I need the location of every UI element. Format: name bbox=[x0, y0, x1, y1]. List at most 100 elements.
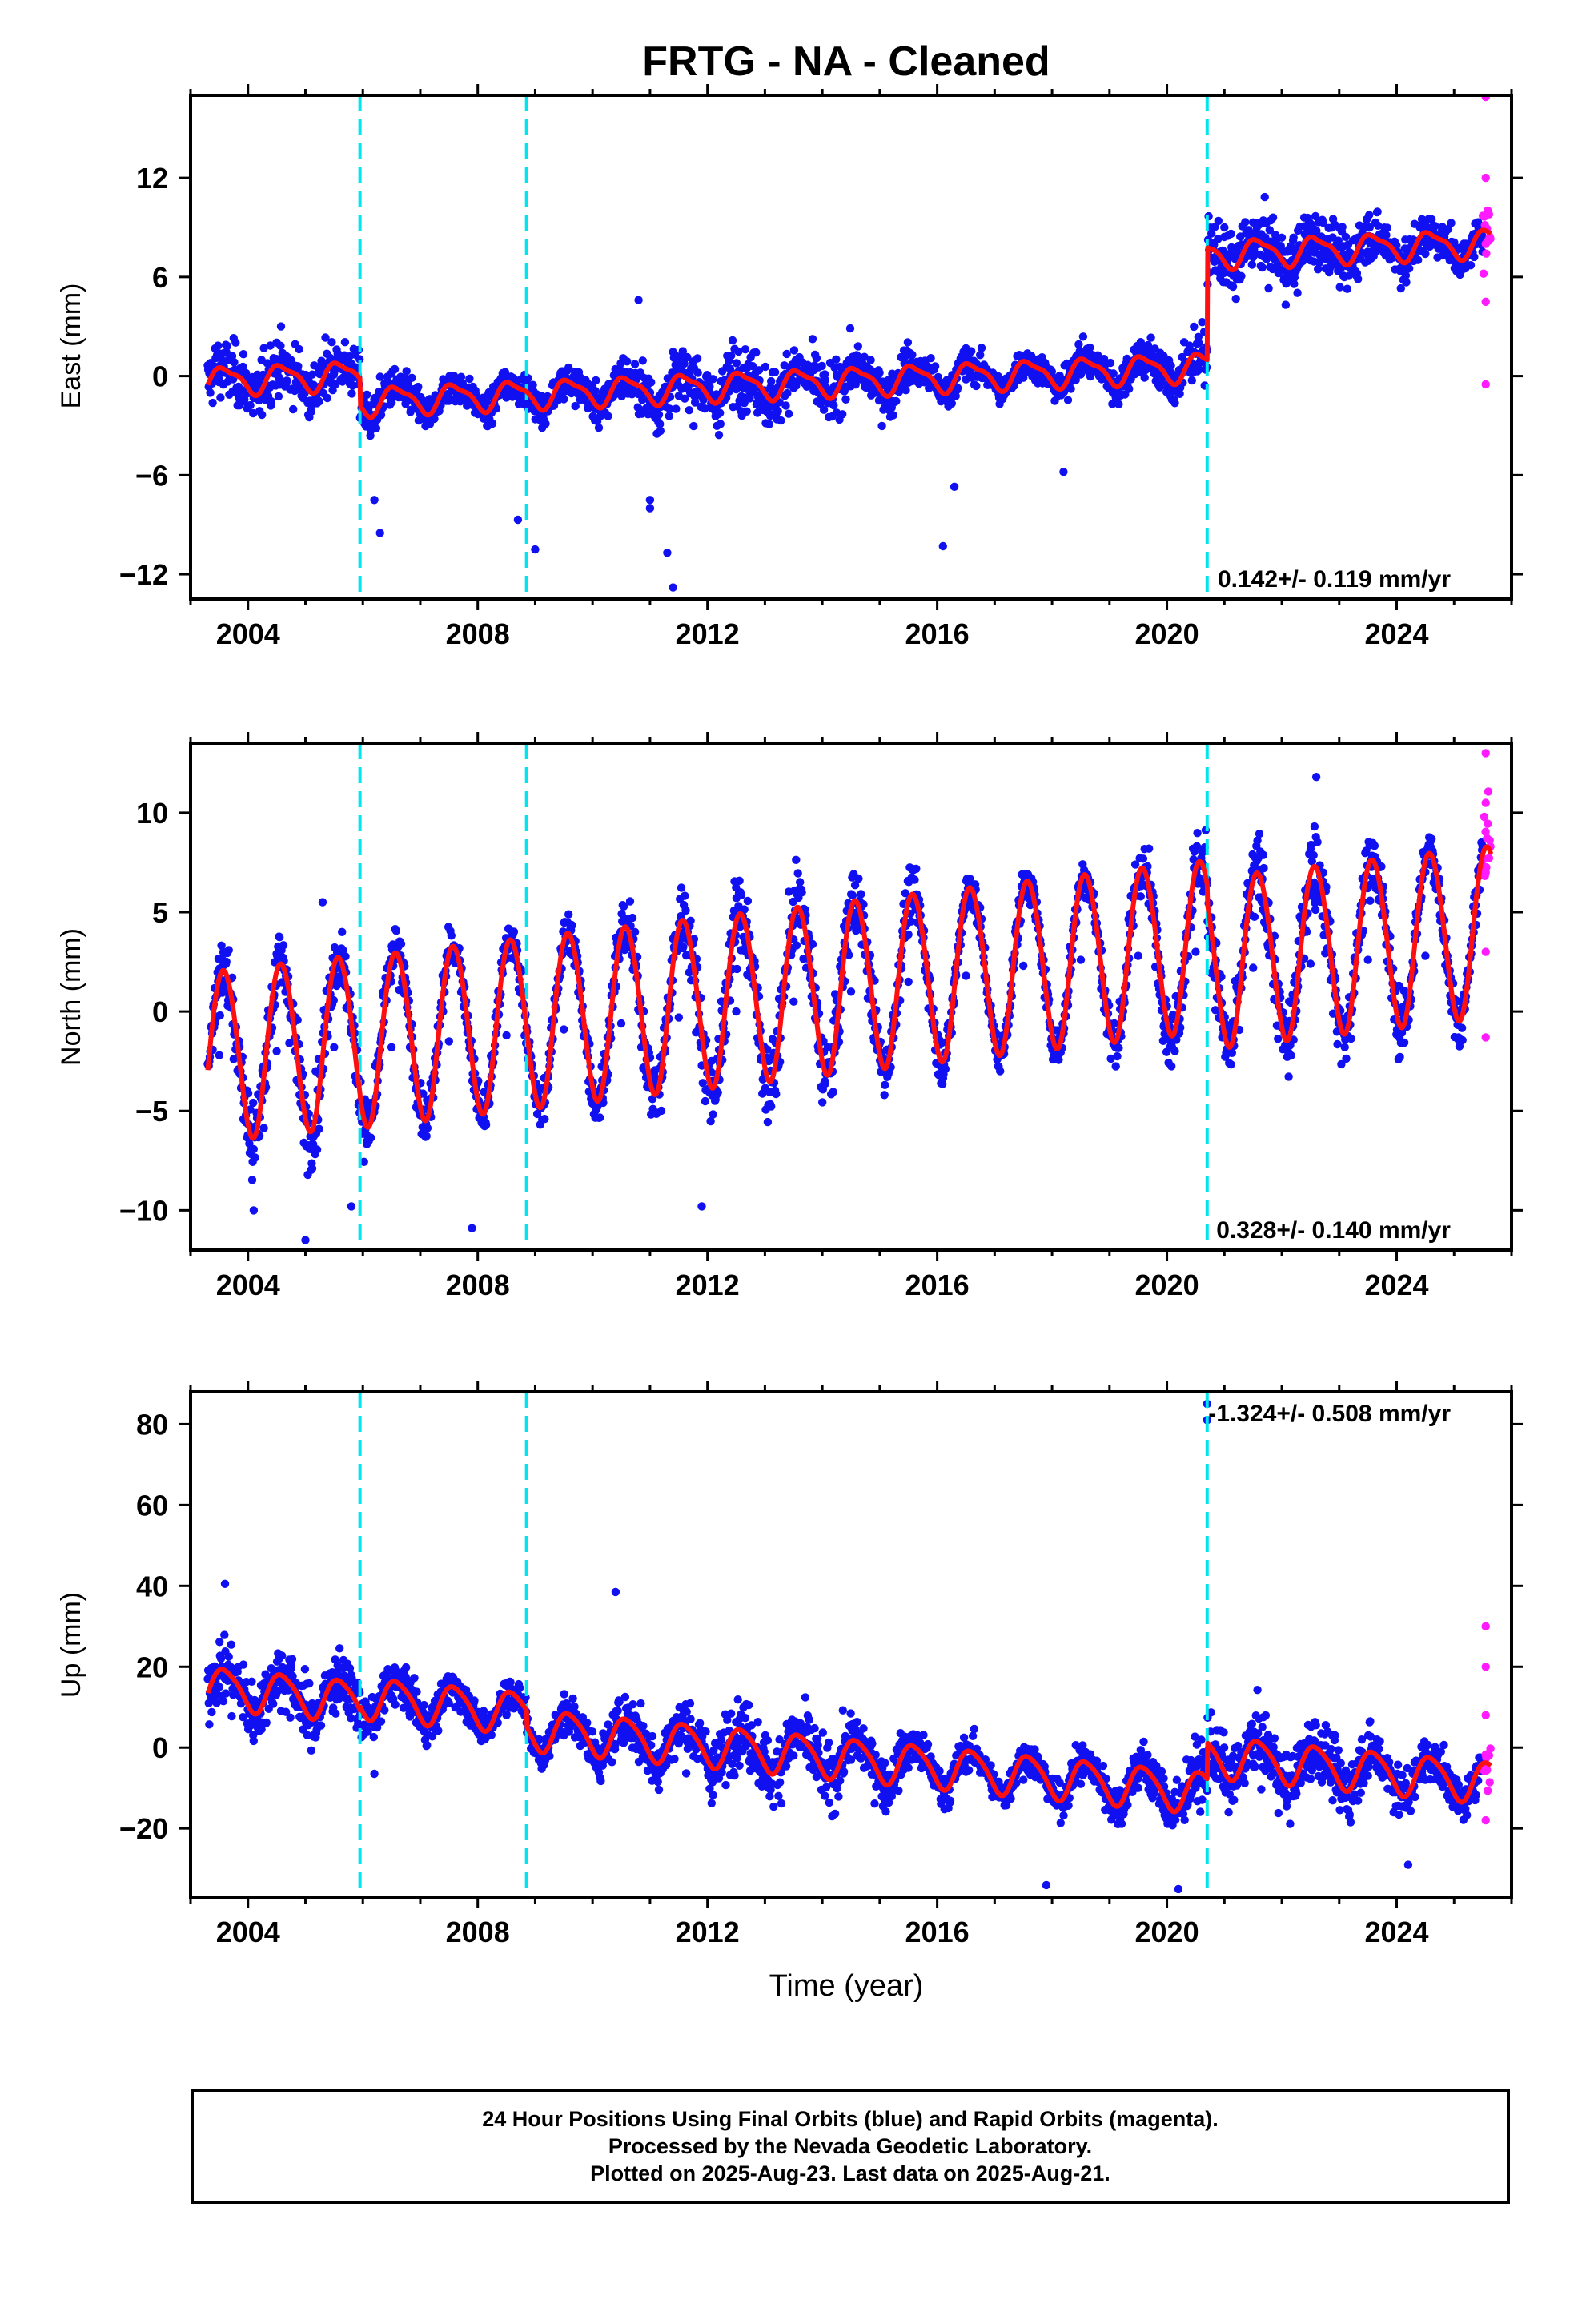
north-final-orbit-point bbox=[275, 933, 284, 942]
east-final-orbit-point bbox=[693, 354, 702, 363]
east-final-orbit-point bbox=[1178, 352, 1186, 362]
east-final-orbit-point bbox=[1241, 218, 1250, 227]
east-final-orbit-point bbox=[1227, 229, 1235, 239]
east-final-orbit-point bbox=[1237, 271, 1246, 280]
east-final-orbit-point bbox=[967, 347, 976, 356]
east-x-tick-label: 2020 bbox=[1135, 617, 1199, 650]
east-final-orbit-point bbox=[1078, 332, 1088, 341]
east-x-tick-label: 2016 bbox=[905, 617, 970, 650]
east-final-orbit-point bbox=[1086, 343, 1094, 352]
north-final-orbit-point bbox=[243, 1088, 253, 1098]
east-final-orbit-point bbox=[258, 410, 267, 420]
north-final-orbit-point bbox=[625, 897, 635, 906]
east-final-orbit-point bbox=[1175, 389, 1184, 398]
east-final-orbit-point bbox=[645, 496, 655, 505]
east-final-orbit-point bbox=[1260, 192, 1269, 202]
east-final-orbit-point bbox=[246, 400, 255, 410]
north-final-orbit-point bbox=[215, 1011, 224, 1020]
east-final-orbit-point bbox=[930, 362, 940, 371]
east-x-tick-label: 2012 bbox=[676, 617, 740, 650]
east-final-orbit-point bbox=[860, 352, 869, 361]
east-final-orbit-point bbox=[819, 405, 829, 414]
east-final-orbit-point bbox=[1146, 333, 1155, 342]
east-final-orbit-point bbox=[1427, 215, 1436, 224]
east-y-tick-label: 0 bbox=[152, 360, 168, 393]
east-x-tick-label: 2008 bbox=[446, 617, 510, 650]
east-final-orbit-point bbox=[645, 504, 655, 513]
north-final-orbit-point bbox=[422, 1132, 431, 1140]
east-final-orbit-point bbox=[977, 344, 986, 352]
east-final-orbit-point bbox=[340, 338, 350, 347]
east-final-orbit-point bbox=[875, 368, 884, 377]
north-final-orbit-point bbox=[912, 864, 921, 874]
east-final-orbit-point bbox=[678, 347, 687, 356]
north-final-orbit-point bbox=[1114, 1043, 1123, 1052]
north-final-orbit-point bbox=[829, 1088, 837, 1096]
north-final-orbit-point bbox=[1113, 1051, 1122, 1061]
east-final-orbit-point bbox=[841, 395, 850, 404]
east-final-orbit-point bbox=[531, 545, 540, 554]
east-final-orbit-point bbox=[845, 324, 855, 333]
east-final-orbit-point bbox=[734, 347, 743, 356]
east-x-tick-label: 2024 bbox=[1364, 617, 1428, 650]
east-final-orbit-point bbox=[781, 401, 790, 410]
east-final-orbit-point bbox=[571, 401, 580, 411]
north-final-orbit-point bbox=[339, 946, 347, 955]
east-final-orbit-point bbox=[630, 360, 640, 368]
north-final-orbit-point bbox=[941, 1064, 950, 1074]
east-final-orbit-point bbox=[742, 407, 751, 416]
east-final-orbit-point bbox=[294, 362, 303, 371]
north-final-orbit-point bbox=[910, 875, 919, 884]
east-final-orbit-point bbox=[376, 411, 386, 420]
north-final-orbit-point bbox=[249, 1098, 258, 1108]
east-final-orbit-point bbox=[1289, 233, 1298, 242]
east-final-orbit-point bbox=[1466, 261, 1476, 270]
east-final-orbit-point bbox=[812, 354, 821, 363]
east-final-orbit-point bbox=[1066, 384, 1075, 393]
north-final-orbit-point bbox=[628, 913, 637, 923]
east-final-orbit-point bbox=[267, 396, 275, 406]
east-final-orbit-point bbox=[1109, 369, 1118, 378]
east-final-orbit-point bbox=[1247, 260, 1257, 269]
east-final-orbit-point bbox=[390, 364, 400, 374]
north-final-orbit-point bbox=[1259, 863, 1268, 873]
east-final-orbit-point bbox=[1195, 339, 1203, 348]
east-final-orbit-point bbox=[1249, 252, 1258, 262]
north-final-orbit-point bbox=[737, 891, 746, 900]
east-final-orbit-point bbox=[1106, 358, 1115, 368]
east-final-orbit-point bbox=[1258, 263, 1267, 272]
east-final-orbit-point bbox=[1170, 399, 1179, 408]
north-final-orbit-point bbox=[564, 910, 573, 919]
north-final-orbit-point bbox=[709, 1110, 717, 1119]
north-final-orbit-point bbox=[854, 874, 863, 883]
east-final-orbit-point bbox=[817, 361, 826, 371]
east-final-orbit-point bbox=[1190, 322, 1199, 332]
north-final-orbit-point bbox=[1274, 1035, 1283, 1043]
north-final-orbit-point bbox=[1259, 850, 1268, 859]
east-y-tick-label: 6 bbox=[152, 261, 168, 294]
east-final-orbit-point bbox=[950, 482, 959, 491]
east-final-orbit-point bbox=[355, 355, 364, 364]
east-final-orbit-point bbox=[889, 411, 897, 420]
east-final-orbit-point bbox=[732, 384, 741, 394]
east-final-orbit-point bbox=[528, 380, 537, 389]
north-final-orbit-point bbox=[568, 921, 576, 930]
east-final-orbit-point bbox=[832, 355, 841, 364]
east-final-orbit-point bbox=[1265, 226, 1275, 235]
east-final-orbit-point bbox=[926, 354, 935, 363]
north-final-orbit-point bbox=[681, 891, 689, 900]
east-final-orbit-point bbox=[371, 424, 381, 432]
east-final-orbit-point bbox=[206, 388, 215, 397]
east-final-orbit-point bbox=[1373, 207, 1382, 216]
north-final-orbit-point bbox=[1170, 1047, 1179, 1055]
east-final-orbit-point bbox=[239, 350, 248, 359]
east-final-orbit-point bbox=[866, 356, 875, 364]
east-final-orbit-point bbox=[1125, 384, 1134, 393]
east-final-orbit-point bbox=[375, 372, 384, 381]
east-ylabel: East (mm) bbox=[56, 283, 86, 409]
east-final-orbit-point bbox=[1277, 233, 1287, 242]
east-final-orbit-point bbox=[1166, 361, 1175, 370]
east-final-orbit-point bbox=[276, 341, 285, 350]
east-final-orbit-point bbox=[1396, 283, 1406, 293]
east-final-orbit-point bbox=[604, 412, 612, 420]
